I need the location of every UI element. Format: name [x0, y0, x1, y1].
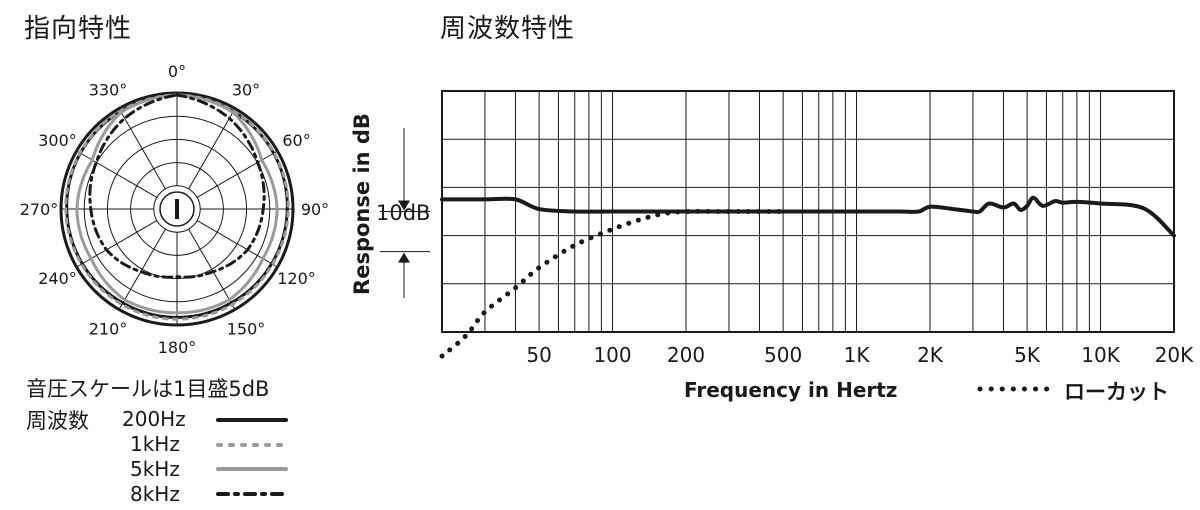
polar-angle-label: 60°	[282, 131, 310, 150]
frequency-tick-label: 200	[667, 343, 705, 367]
polar-angle-label: 240°	[38, 269, 77, 288]
legend-label-200hz: 200Hz	[122, 407, 186, 431]
scale-10db-arrow-down-icon	[398, 200, 410, 211]
polar-angle-label: 270°	[20, 200, 59, 219]
frequency-tick-label: 10K	[1081, 343, 1120, 367]
polar-angle-label: 300°	[38, 131, 77, 150]
frequency-chart: 50 100 200 500 1K 2K 5K 10K 20K	[380, 90, 1194, 392]
scale-10db-arrow-up-icon	[398, 252, 410, 263]
frequency-tick-label: 20K	[1155, 343, 1194, 367]
lowcut-legend-label: ローカット	[1064, 380, 1169, 404]
polar-grid-spoke	[76, 150, 158, 198]
lowcut-series	[439, 208, 786, 359]
legend-label-1khz: 1kHz	[130, 432, 180, 456]
scale-10db-indicator	[380, 128, 430, 298]
frequency-tick-label: 100	[593, 343, 631, 367]
frequency-heading: 周波数	[26, 409, 89, 433]
legend-label-5khz: 5kHz	[130, 457, 180, 481]
polar-title: 指向特性	[24, 14, 133, 44]
scale-note: 音圧スケールは1目盛5dB	[26, 377, 270, 401]
x-axis-label: Frequency in Hertz	[684, 378, 898, 402]
frequency-response-series	[440, 195, 1176, 238]
legend-label-8khz: 8kHz	[130, 482, 180, 506]
polar-angle-label: 120°	[277, 269, 316, 288]
polar-series-1khz	[64, 93, 290, 321]
polar-angle-label: 210°	[89, 320, 128, 339]
frequency-tick-label: 2K	[917, 343, 944, 367]
polar-angle-label: 330°	[89, 80, 128, 99]
polar-grid-spoke	[118, 108, 166, 190]
polar-angle-label: 30°	[232, 80, 260, 99]
polar-series-8khz	[88, 93, 266, 279]
frequency-plot-frame	[441, 90, 1175, 333]
polar-grid-spoke	[188, 228, 236, 310]
polar-grid-spoke	[196, 150, 278, 198]
frequency-tick-label: 1K	[844, 343, 871, 367]
frequency-tick-label: 50	[526, 343, 551, 367]
polar-grid-spoke	[118, 228, 166, 310]
polar-series-5khz	[75, 93, 279, 315]
frequency-tick-label: 500	[764, 343, 802, 367]
frequency-tick-label: 5K	[1014, 343, 1041, 367]
polar-grid-spoke	[188, 108, 236, 190]
polar-grid-spoke	[196, 220, 278, 268]
polar-angle-label: 90°	[301, 200, 329, 219]
polar-angle-label: 180°	[158, 338, 197, 357]
polar-angle-label: 0°	[168, 62, 186, 81]
frequency-title: 周波数特性	[440, 14, 576, 44]
polar-angle-label: 150°	[227, 320, 266, 339]
polar-chart: 0° 30° 60° 90° 120° 150° 180° 210° 240° 270° 300° 3…	[20, 62, 329, 496]
